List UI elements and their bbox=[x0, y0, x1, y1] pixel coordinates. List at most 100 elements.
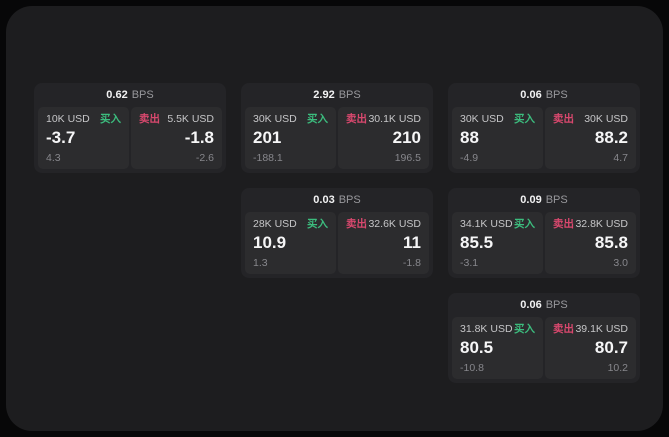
spread-value: 0.09 bbox=[520, 194, 542, 206]
buy-amount: 31.8K USD bbox=[460, 323, 513, 335]
buy-price: 10.9 bbox=[253, 233, 287, 252]
quote-body: 30K USD 买入 88 -4.9 卖出 30K USD 88.2 4.7 bbox=[452, 107, 636, 169]
buy-amount: 10K USD bbox=[46, 113, 90, 125]
buy-amount: 34.1K USD bbox=[460, 218, 513, 230]
sell-amount: 32.8K USD bbox=[575, 218, 628, 230]
buy-change: 1.3 bbox=[253, 257, 268, 269]
quote-card: 0.09 BPS 34.1K USD 买入 85.5 -3.1 卖出 32.8K … bbox=[448, 188, 640, 278]
buy-panel[interactable]: 28K USD 买入 10.9 1.3 bbox=[245, 212, 336, 274]
sell-label: 卖出 bbox=[553, 113, 574, 125]
sell-panel[interactable]: 卖出 5.5K USD -1.8 -2.6 bbox=[131, 107, 222, 169]
sell-panel-top: 卖出 32.6K USD bbox=[346, 218, 421, 231]
sell-amount: 30K USD bbox=[584, 113, 628, 125]
sell-panel-top: 卖出 32.8K USD bbox=[553, 218, 628, 231]
buy-panel-top: 30K USD 买入 bbox=[460, 113, 535, 126]
sell-change: 10.2 bbox=[607, 362, 628, 374]
sell-price: 85.8 bbox=[594, 233, 628, 252]
buy-change: -3.1 bbox=[460, 257, 479, 269]
buy-panel[interactable]: 31.8K USD 买入 80.5 -10.8 bbox=[452, 317, 543, 379]
buy-label: 买入 bbox=[307, 218, 328, 230]
sell-amount: 39.1K USD bbox=[575, 323, 628, 335]
buy-label: 买入 bbox=[514, 218, 535, 230]
quote-body: 10K USD 买入 -3.7 4.3 卖出 5.5K USD -1.8 -2.… bbox=[38, 107, 222, 169]
buy-price: 201 bbox=[253, 128, 282, 147]
spread-unit: BPS bbox=[545, 194, 568, 206]
buy-panel-top: 31.8K USD 买入 bbox=[460, 323, 535, 336]
sell-label: 卖出 bbox=[346, 218, 367, 230]
sell-panel[interactable]: 卖出 39.1K USD 80.7 10.2 bbox=[545, 317, 636, 379]
sell-price: 80.7 bbox=[594, 338, 628, 357]
buy-change: -188.1 bbox=[253, 152, 283, 164]
buy-panel[interactable]: 30K USD 买入 88 -4.9 bbox=[452, 107, 543, 169]
spread-unit: BPS bbox=[545, 299, 568, 311]
spread-unit: BPS bbox=[131, 89, 154, 101]
sell-panel-top: 卖出 39.1K USD bbox=[553, 323, 628, 336]
sell-change: -1.8 bbox=[402, 257, 421, 269]
buy-label: 买入 bbox=[100, 113, 121, 125]
sell-price: 88.2 bbox=[594, 128, 628, 147]
quote-body: 34.1K USD 买入 85.5 -3.1 卖出 32.8K USD 85.8… bbox=[452, 212, 636, 274]
buy-amount: 30K USD bbox=[253, 113, 297, 125]
quote-body: 31.8K USD 买入 80.5 -10.8 卖出 39.1K USD 80.… bbox=[452, 317, 636, 379]
spread-value: 0.62 bbox=[106, 89, 128, 101]
buy-change: -10.8 bbox=[460, 362, 484, 374]
app-window: 0.62 BPS 10K USD 买入 -3.7 4.3 卖出 5.5K USD … bbox=[6, 6, 663, 431]
buy-change: 4.3 bbox=[46, 152, 61, 164]
quote-card: 0.06 BPS 31.8K USD 买入 80.5 -10.8 卖出 39.1K… bbox=[448, 293, 640, 383]
quote-card: 2.92 BPS 30K USD 买入 201 -188.1 卖出 30.1K U… bbox=[241, 83, 433, 173]
spread-header: 0.06 BPS bbox=[448, 293, 640, 317]
sell-amount: 32.6K USD bbox=[368, 218, 421, 230]
sell-price: -1.8 bbox=[184, 128, 214, 147]
buy-price: 85.5 bbox=[460, 233, 494, 252]
buy-amount: 28K USD bbox=[253, 218, 297, 230]
quote-card: 0.03 BPS 28K USD 买入 10.9 1.3 卖出 32.6K USD… bbox=[241, 188, 433, 278]
quote-card: 0.06 BPS 30K USD 买入 88 -4.9 卖出 30K USD 88… bbox=[448, 83, 640, 173]
spread-value: 2.92 bbox=[313, 89, 335, 101]
sell-change: 4.7 bbox=[613, 152, 628, 164]
spread-value: 0.06 bbox=[520, 89, 542, 101]
quote-body: 30K USD 买入 201 -188.1 卖出 30.1K USD 210 1… bbox=[245, 107, 429, 169]
buy-label: 买入 bbox=[514, 113, 535, 125]
buy-panel[interactable]: 10K USD 买入 -3.7 4.3 bbox=[38, 107, 129, 169]
buy-change: -4.9 bbox=[460, 152, 479, 164]
spread-value: 0.03 bbox=[313, 194, 335, 206]
sell-label: 卖出 bbox=[346, 113, 367, 125]
spread-header: 0.62 BPS bbox=[34, 83, 226, 107]
sell-panel[interactable]: 卖出 32.6K USD 11 -1.8 bbox=[338, 212, 429, 274]
sell-label: 卖出 bbox=[553, 323, 574, 335]
spread-header: 0.09 BPS bbox=[448, 188, 640, 212]
spread-header: 0.03 BPS bbox=[241, 188, 433, 212]
sell-price: 210 bbox=[392, 128, 421, 147]
sell-change: 3.0 bbox=[613, 257, 628, 269]
buy-price: 80.5 bbox=[460, 338, 494, 357]
buy-amount: 30K USD bbox=[460, 113, 504, 125]
buy-panel-top: 30K USD 买入 bbox=[253, 113, 328, 126]
spread-unit: BPS bbox=[338, 89, 361, 101]
sell-panel[interactable]: 卖出 32.8K USD 85.8 3.0 bbox=[545, 212, 636, 274]
spread-unit: BPS bbox=[338, 194, 361, 206]
sell-change: -2.6 bbox=[195, 152, 214, 164]
spread-value: 0.06 bbox=[520, 299, 542, 311]
buy-label: 买入 bbox=[307, 113, 328, 125]
buy-label: 买入 bbox=[514, 323, 535, 335]
sell-panel[interactable]: 卖出 30K USD 88.2 4.7 bbox=[545, 107, 636, 169]
spread-header: 0.06 BPS bbox=[448, 83, 640, 107]
sell-label: 卖出 bbox=[139, 113, 160, 125]
sell-panel-top: 卖出 30.1K USD bbox=[346, 113, 421, 126]
buy-price: -3.7 bbox=[46, 128, 76, 147]
buy-panel[interactable]: 30K USD 买入 201 -188.1 bbox=[245, 107, 336, 169]
sell-label: 卖出 bbox=[553, 218, 574, 230]
sell-price: 11 bbox=[403, 233, 421, 252]
sell-panel-top: 卖出 30K USD bbox=[553, 113, 628, 126]
buy-panel-top: 10K USD 买入 bbox=[46, 113, 121, 126]
sell-amount: 5.5K USD bbox=[167, 113, 214, 125]
spread-unit: BPS bbox=[545, 89, 568, 101]
sell-amount: 30.1K USD bbox=[368, 113, 421, 125]
sell-panel[interactable]: 卖出 30.1K USD 210 196.5 bbox=[338, 107, 429, 169]
buy-price: 88 bbox=[460, 128, 479, 147]
buy-panel[interactable]: 34.1K USD 买入 85.5 -3.1 bbox=[452, 212, 543, 274]
spread-header: 2.92 BPS bbox=[241, 83, 433, 107]
quote-card: 0.62 BPS 10K USD 买入 -3.7 4.3 卖出 5.5K USD … bbox=[34, 83, 226, 173]
sell-panel-top: 卖出 5.5K USD bbox=[139, 113, 214, 126]
buy-panel-top: 28K USD 买入 bbox=[253, 218, 328, 231]
